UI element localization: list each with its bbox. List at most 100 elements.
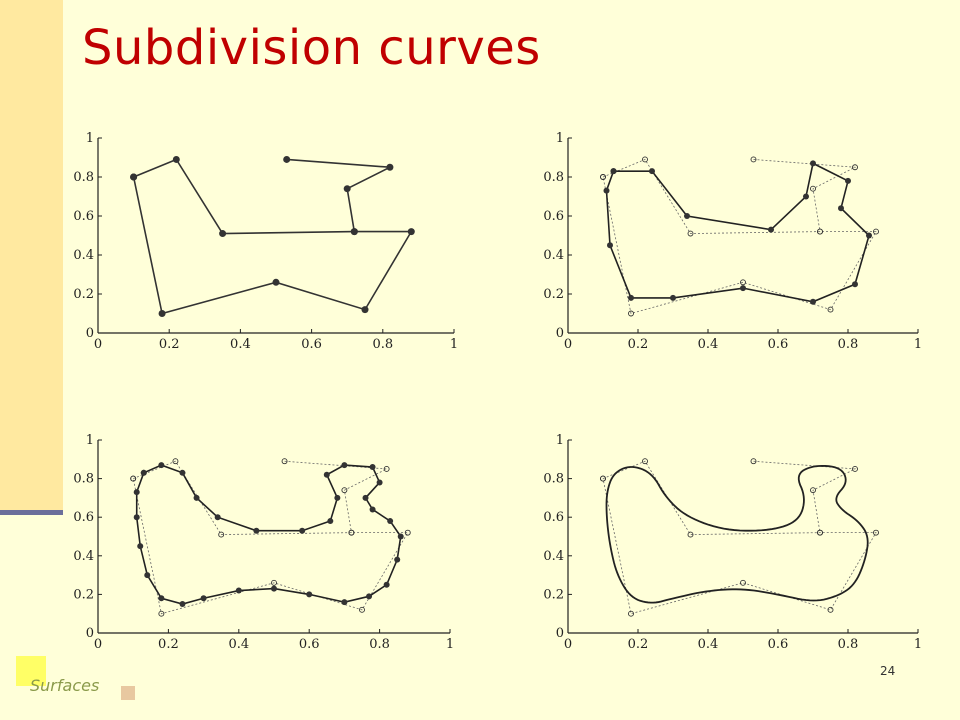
control-point: [343, 185, 351, 193]
x-tick-label: 0.8: [838, 637, 859, 652]
control-point-hollow: [810, 185, 816, 192]
control-point-hollow: [348, 529, 355, 536]
x-tick-label: 0: [564, 337, 572, 352]
y-tick-label: 0.6: [73, 209, 94, 224]
x-tick-label: 0.4: [228, 637, 249, 652]
x-tick-label: 0.4: [230, 337, 251, 352]
control-point-hollow: [404, 529, 411, 536]
subdivided-point: [866, 232, 872, 239]
x-tick-label: 0.8: [838, 337, 859, 352]
y-tick-label: 0.8: [73, 472, 94, 487]
subdivided-point: [366, 593, 373, 600]
subdivided-point: [607, 242, 613, 249]
y-tick-label: 0.8: [73, 170, 94, 185]
subdivided-point: [341, 462, 348, 469]
subdivided-point: [740, 285, 746, 292]
subdivided-point: [179, 601, 186, 608]
subdivided-point: [140, 469, 147, 476]
control-point-hollow: [271, 579, 277, 586]
control-point: [283, 155, 291, 163]
subdivided-point: [133, 514, 140, 521]
control-point-hollow: [827, 306, 834, 313]
side-accent-bar: [0, 0, 63, 510]
control-point-hollow: [852, 164, 858, 171]
subdivided-point: [369, 464, 376, 471]
subdivided-point: [341, 599, 348, 606]
subdivided-point: [852, 281, 858, 288]
y-tick-label: 0.2: [73, 287, 94, 302]
control-point-hollow: [359, 606, 365, 613]
subdivided-point: [306, 591, 313, 598]
control-point: [130, 173, 138, 181]
x-tick-label: 0.4: [698, 637, 719, 652]
y-tick-label: 0.6: [73, 510, 94, 525]
control-point-hollow: [817, 228, 823, 235]
y-tick-label: 1: [86, 131, 94, 146]
subdivided-point: [158, 462, 165, 469]
control-point-hollow: [383, 466, 390, 472]
subdivided-point: [334, 494, 341, 501]
control-point: [361, 306, 369, 314]
subdivided-point: [214, 514, 221, 521]
plot-top-right: 0 0.2 0.4 0.6 0.8 1 0 0.2 0.4 0.6 0.8 1: [543, 131, 922, 352]
subdivided-point: [603, 187, 610, 194]
y-tick-label: 0.2: [543, 587, 564, 602]
subdivided-point: [810, 160, 816, 167]
subdivided-point: [369, 506, 376, 513]
subdivided-point: [383, 581, 390, 588]
subdivided-point: [253, 527, 260, 534]
x-tick-label: 1: [914, 337, 922, 352]
x-tick-label: 0.6: [768, 337, 789, 352]
control-point-hollow: [218, 531, 225, 538]
control-point: [272, 278, 280, 286]
control-polygon-hook-dotted: [753, 460, 857, 533]
control-point-hollow: [642, 156, 648, 163]
control-point-hollow: [873, 529, 879, 536]
x-tick-label: 0.2: [158, 637, 179, 652]
subdivided-point: [394, 556, 401, 563]
subdivided-point: [327, 518, 334, 525]
subdivided-point: [670, 294, 676, 301]
control-point: [407, 228, 415, 236]
subdivided-point: [768, 226, 774, 233]
x-tick-label: 0: [564, 637, 572, 652]
control-point-hollow: [750, 156, 757, 163]
y-tick-label: 0.6: [543, 510, 564, 525]
control-point-hollow: [810, 487, 816, 494]
y-tick-label: 0: [556, 626, 564, 641]
y-tick-label: 0.8: [543, 472, 564, 487]
footer-label: Surfaces: [30, 676, 100, 695]
control-point-hollow: [600, 475, 606, 482]
control-point-hollow: [873, 228, 879, 235]
control-polygon: [132, 158, 413, 315]
control-point-hollow: [817, 529, 823, 536]
control-point: [350, 228, 358, 236]
control-point-hollow: [750, 458, 757, 465]
control-point-hollow: [158, 610, 165, 617]
control-point-hollow: [341, 487, 348, 494]
subdivided-point: [649, 168, 655, 175]
x-tick-label: 0: [94, 337, 102, 352]
subdivided-point: [235, 587, 242, 594]
control-point-hollow: [687, 230, 694, 237]
control-point: [386, 163, 394, 171]
y-tick-label: 0: [556, 326, 564, 341]
y-tick-label: 0.4: [73, 248, 94, 263]
subdivided-point: [271, 585, 277, 592]
subdivided-point: [193, 494, 200, 501]
y-tick-label: 0.8: [543, 170, 564, 185]
x-tick-label: 0.4: [698, 337, 719, 352]
subdivided-point: [810, 298, 816, 305]
control-point-hollow: [172, 458, 179, 465]
control-point-hollow: [281, 458, 288, 465]
control-polygon-dotted: [602, 158, 877, 315]
limit-curve: [605, 464, 869, 604]
y-tick-label: 1: [556, 131, 564, 146]
subdivided-curve: [135, 464, 402, 605]
y-tick-label: 1: [556, 433, 564, 448]
subdivided-point: [628, 294, 634, 301]
x-tick-label: 1: [450, 337, 458, 352]
subdivided-point: [179, 469, 186, 476]
control-point: [172, 155, 180, 163]
